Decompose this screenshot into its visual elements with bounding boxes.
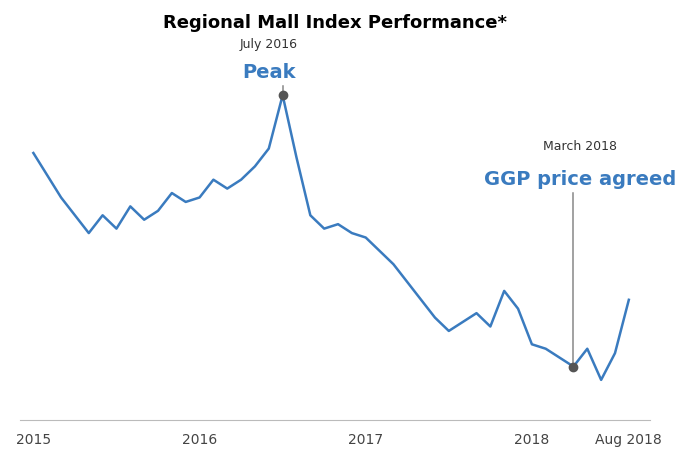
Text: March 2018: March 2018	[543, 140, 617, 153]
Title: Regional Mall Index Performance*: Regional Mall Index Performance*	[162, 14, 507, 32]
Text: GGP price agreed: GGP price agreed	[484, 170, 676, 189]
Text: Peak: Peak	[242, 63, 295, 82]
Text: July 2016: July 2016	[240, 38, 298, 51]
